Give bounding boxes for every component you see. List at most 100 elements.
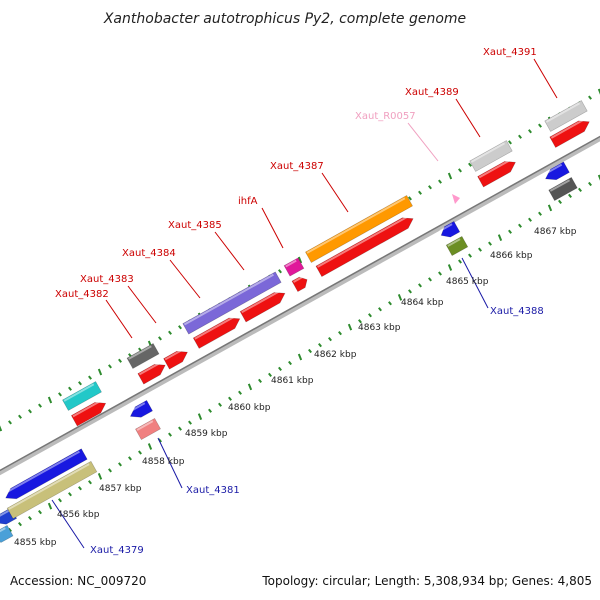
kbp-tick-label: 4865 kbp — [446, 277, 489, 287]
feature-block[interactable] — [182, 271, 282, 335]
tick-dot — [497, 234, 503, 242]
gene-label[interactable]: Xaut_4385 — [168, 220, 222, 231]
tick-dot — [547, 204, 553, 212]
feature-block[interactable] — [305, 195, 413, 263]
forward-gene-arrow[interactable] — [239, 288, 288, 323]
kbp-tick-label: 4863 kbp — [358, 323, 401, 333]
gene-label[interactable]: Xaut_4379 — [90, 545, 144, 556]
kbp-tick-label: 4862 kbp — [314, 350, 357, 360]
tick-dot — [597, 88, 600, 95]
tick-dot — [218, 402, 222, 407]
tick-dot — [588, 95, 592, 100]
tick-dot — [47, 502, 53, 510]
tick-dot — [78, 381, 82, 386]
tick-dot — [578, 187, 582, 193]
gene-label[interactable]: Xaut_R0057 — [355, 111, 416, 122]
gene-label[interactable]: Xaut_4389 — [405, 87, 459, 98]
tick-dot — [247, 383, 253, 391]
feature-block[interactable] — [283, 257, 305, 277]
feature-block[interactable] — [445, 235, 469, 257]
forward-gene-arrow[interactable] — [315, 213, 416, 277]
callout-line — [407, 122, 439, 162]
tick-dot — [38, 510, 42, 515]
tick-dot — [338, 331, 342, 336]
forward-gene-arrow[interactable] — [477, 157, 519, 188]
tick-dot — [178, 426, 182, 431]
tick-dot — [258, 378, 262, 383]
feature-track — [0, 100, 593, 544]
tick-dot — [368, 313, 372, 318]
gene-label[interactable]: ihfA — [238, 196, 258, 207]
kbp-tick-label: 4858 kbp — [142, 457, 185, 467]
tick-dot — [458, 259, 462, 264]
tick-dot — [278, 366, 282, 372]
tick-dot — [597, 174, 600, 181]
feature-block[interactable] — [6, 460, 98, 520]
tick-dot — [428, 185, 432, 190]
reverse-gene-arrow[interactable] — [543, 161, 570, 184]
kbp-tick-label: 4857 kbp — [99, 484, 142, 494]
forward-gene-arrow[interactable] — [163, 347, 191, 370]
tick-dot — [447, 264, 453, 271]
tick-dot — [588, 181, 592, 187]
tick-dot — [328, 336, 332, 342]
reverse-gene-arrow[interactable] — [3, 448, 88, 503]
callout-line — [455, 98, 481, 138]
kbp-tick-label: 4866 kbp — [490, 251, 533, 261]
gene-label[interactable]: Xaut_4383 — [80, 274, 134, 285]
tick-dot — [568, 193, 572, 199]
tick-dot — [88, 375, 92, 380]
map-title: Xanthobacter autotrophicus Py2, complete… — [103, 11, 466, 27]
gene-label[interactable]: Xaut_4382 — [55, 289, 109, 300]
reverse-gene-arrow[interactable] — [127, 399, 153, 421]
tick-dot — [388, 301, 392, 306]
tick-dot — [347, 323, 353, 331]
feature-block[interactable] — [126, 343, 160, 369]
tick-dot — [518, 134, 522, 139]
tick-dot — [468, 253, 472, 258]
tick-dot — [97, 368, 103, 376]
kbp-tick-label: 4856 kbp — [57, 510, 100, 520]
gene-labels: Xaut_4382 Xaut_4383 Xaut_4384 Xaut_4385 … — [55, 47, 544, 556]
reverse-gene-arrow[interactable] — [438, 220, 461, 240]
tick-dot — [447, 172, 453, 180]
kbp-tick-labels: 4855 kbp 4856 kbp 4857 kbp 4858 kbp 4859… — [14, 227, 577, 548]
tick-dot — [478, 247, 482, 252]
gene-label[interactable]: Xaut_4384 — [122, 248, 176, 259]
feature-block[interactable] — [469, 140, 513, 172]
tick-dot — [528, 129, 532, 134]
tick-dot — [28, 515, 32, 521]
feature-block[interactable] — [544, 100, 588, 132]
gene-label[interactable]: Xaut_4387 — [270, 161, 324, 172]
forward-gene-arrow[interactable] — [137, 360, 168, 385]
tick-dot — [128, 456, 132, 461]
tick-dot — [418, 283, 422, 288]
rrna-marker[interactable] — [452, 194, 460, 204]
tick-dot — [518, 223, 522, 228]
tick-dot — [0, 425, 3, 432]
kbp-tick-label: 4867 kbp — [534, 227, 577, 237]
tick-dot — [78, 486, 82, 491]
tick-dot — [188, 420, 192, 425]
forward-gene-arrow[interactable] — [291, 274, 310, 293]
feature-block[interactable] — [548, 177, 578, 201]
forward-gene-arrow[interactable] — [549, 117, 593, 148]
callout-line — [105, 299, 133, 339]
gene-label[interactable]: Xaut_4391 — [483, 47, 537, 58]
tick-dot — [168, 330, 172, 335]
tick-dot — [58, 498, 62, 503]
feature-block[interactable] — [0, 524, 14, 544]
feature-block[interactable] — [62, 381, 102, 411]
tick-dot — [18, 414, 22, 419]
tick-dot — [88, 480, 92, 485]
feature-block[interactable] — [135, 417, 161, 441]
callout-line — [261, 207, 284, 249]
tick-dot — [397, 293, 403, 301]
tick-dot — [528, 217, 532, 222]
callout-line — [51, 499, 85, 549]
forward-gene-arrow[interactable] — [192, 314, 243, 349]
gene-label[interactable]: Xaut_4388 — [490, 306, 544, 317]
forward-gene-arrow[interactable] — [70, 398, 108, 427]
gene-label[interactable]: Xaut_4381 — [186, 485, 240, 496]
